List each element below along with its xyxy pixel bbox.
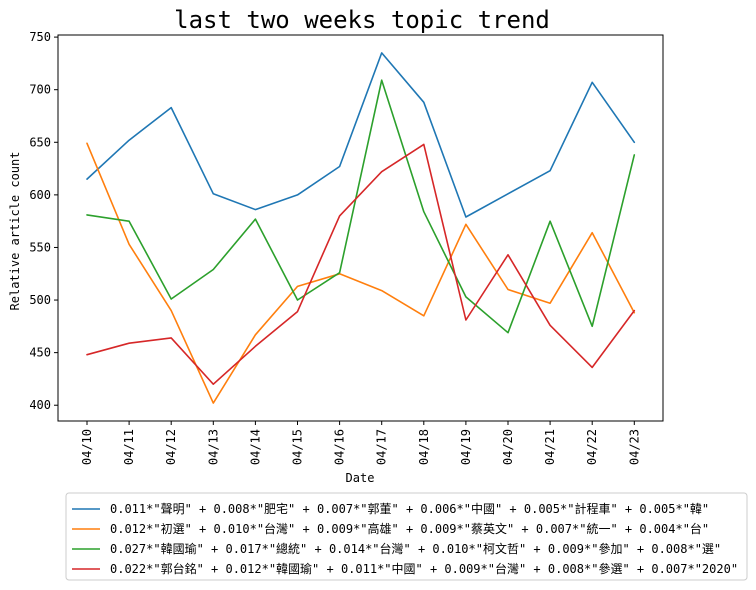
legend-box [65,492,748,581]
x-tick-label: 04/22 [585,429,599,465]
y-tick-label: 450 [29,346,51,360]
series-line-4 [86,143,636,386]
plot-area [57,34,664,422]
x-tick-label: 04/20 [501,429,515,465]
x-tick-label: 04/19 [459,429,473,465]
legend-label-1: 0.011*"聲明" + 0.008*"肥宅" + 0.007*"郭董" + 0… [110,501,709,516]
y-axis: 400 450 500 550 600 650 700 750 [29,30,58,412]
y-tick-label: 600 [29,188,51,202]
y-tick-label: 750 [29,30,51,44]
x-tick-label: 04/15 [291,429,305,465]
x-tick-label: 04/21 [543,429,557,465]
x-tick-label: 04/23 [627,429,641,465]
y-tick-label: 400 [29,398,51,412]
legend-label-3: 0.027*"韓國瑜" + 0.017*"總統" + 0.014*"台灣" + … [110,541,721,556]
legend-items: 0.011*"聲明" + 0.008*"肥宅" + 0.007*"郭董" + 0… [72,501,738,576]
y-axis-label: Relative article count [8,152,22,311]
y-tick-label: 700 [29,83,51,97]
series-line-2 [86,142,636,404]
x-tick-label: 04/11 [122,429,136,465]
x-tick-label: 04/10 [80,429,94,465]
x-tick-label: 04/17 [375,429,389,465]
x-axis-label: Date [346,471,375,485]
legend: 0.011*"聲明" + 0.008*"肥宅" + 0.007*"郭董" + 0… [65,492,748,581]
x-tick-label: 04/12 [164,429,178,465]
x-axis: 04/10 04/11 04/12 04/13 04/14 04/15 04/16 04/17… [80,421,641,465]
x-tick-label: 04/14 [248,429,262,465]
x-tick-label: 04/13 [206,429,220,465]
legend-label-4: 0.022*"郭台銘" + 0.012*"韓國瑜" + 0.011*"中國" +… [110,561,738,576]
series-lines [86,52,636,404]
y-tick-label: 550 [29,240,51,254]
y-tick-label: 500 [29,293,51,307]
legend-label-2: 0.012*"初選" + 0.010*"台灣" + 0.009*"高雄" + 0… [110,521,709,536]
chart-title: last two weeks topic trend [174,6,550,34]
x-tick-label: 04/16 [333,429,347,465]
series-line-3 [86,79,636,334]
series-line-1 [86,52,636,218]
x-tick-label: 04/18 [417,429,431,465]
y-tick-label: 650 [29,135,51,149]
